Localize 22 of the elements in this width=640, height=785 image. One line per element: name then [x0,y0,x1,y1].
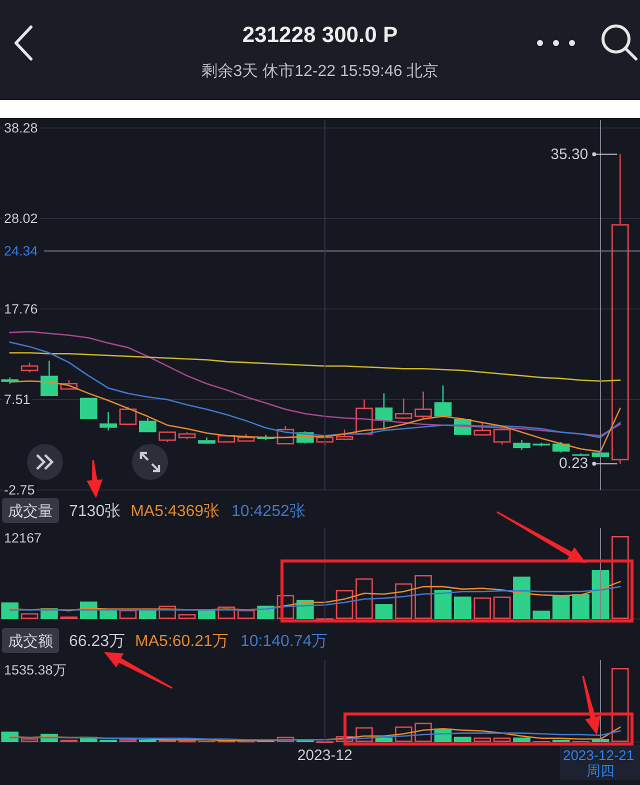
text: 66.23万 [69,633,126,650]
text: MA5:60.21万 [135,633,228,650]
chart-title: 成交额 [8,633,53,650]
text: 10:140.74万 [240,633,328,650]
x-tick-label: 2023-12 [297,747,352,764]
y-tick-label: 17.76 [4,302,38,317]
ref-line-label: 24.34 [4,243,38,258]
chart-title: 231228 300.0 P [242,22,398,47]
y-tick-label: 7.51 [4,392,30,407]
annotation: 1535.38万 [4,662,67,678]
y-tick-label: -2.75 [4,482,35,498]
chart-title: 成交量 [8,503,53,520]
x-tick-label: 2023-12-21 周四 [562,747,638,778]
annotation: 35.30 [550,146,588,163]
y-tick-label: 28.02 [4,211,38,226]
chart-subtitle: 剩余3天 休市12-22 15:59:46 北京 [201,62,439,80]
y-tick-label: 38.28 [4,120,38,136]
text: 7130张 [69,502,121,520]
annotation: 0.23 [558,455,588,472]
annotation: 12167 [4,530,42,546]
text: 10:4252张 [232,502,306,520]
text: MA5:4369张 [130,502,220,520]
